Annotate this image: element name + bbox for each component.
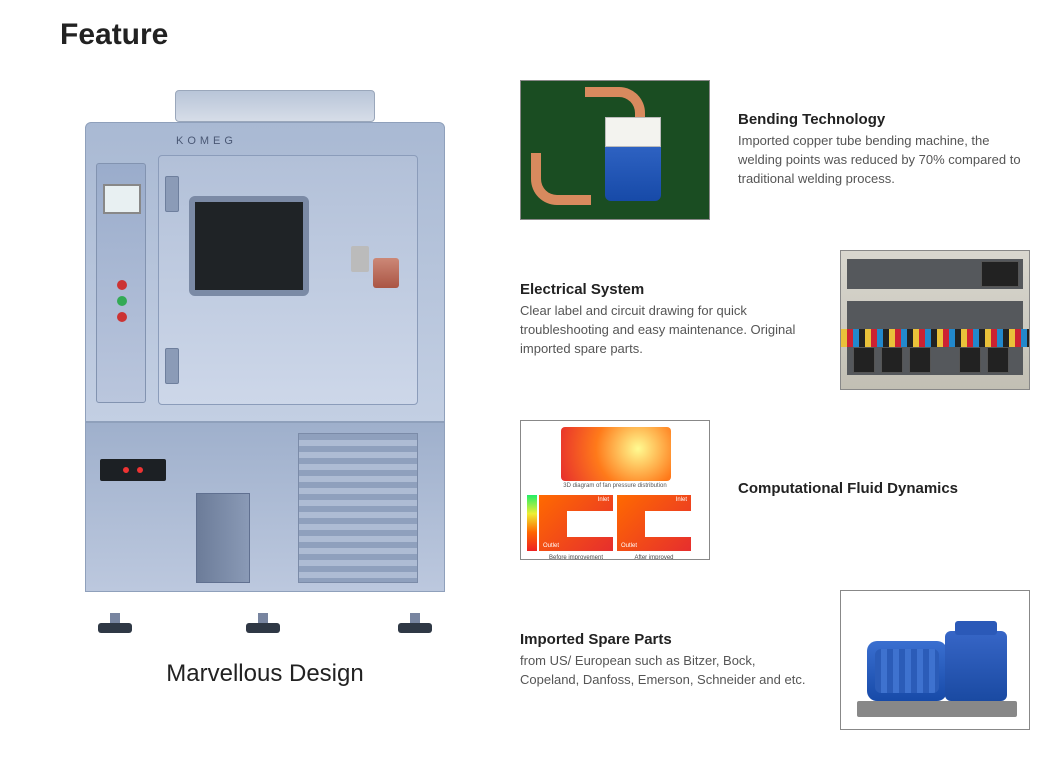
led-icon	[123, 467, 129, 473]
cfd-outlet-label: Outlet	[543, 543, 559, 549]
machine-door	[158, 155, 418, 405]
color-scale-icon	[527, 495, 537, 551]
machine-brand: KOMEG	[176, 135, 237, 147]
hero-column: KOMEG	[65, 90, 465, 688]
breaker-icon	[987, 347, 1009, 373]
machine-top-fan	[175, 90, 375, 122]
led-icon	[137, 467, 143, 473]
compressor-icon	[945, 631, 1007, 701]
cfd-inlet-label: Inlet	[676, 497, 687, 503]
feature-cfd: 3D diagram of fan pressure distribution …	[520, 420, 1030, 560]
cfd-before-label: Before improvement	[539, 555, 613, 560]
features-column: Bending Technology Imported copper tube …	[520, 80, 1030, 760]
cfd-image: 3D diagram of fan pressure distribution …	[520, 420, 710, 560]
machine-control-panel	[96, 163, 146, 403]
feature-title: Electrical System	[520, 281, 812, 298]
viewing-window	[189, 196, 309, 296]
separator-label-icon	[605, 117, 661, 147]
feature-spare-parts: Imported Spare Parts from US/ European s…	[520, 590, 1030, 730]
panel-buttons	[107, 274, 137, 328]
machine-body: KOMEG	[85, 122, 445, 422]
button-green-icon	[117, 296, 127, 306]
mount-base-icon	[857, 701, 1017, 717]
feature-title: Computational Fluid Dynamics	[738, 480, 1030, 497]
machine-illustration: KOMEG	[85, 90, 445, 620]
feature-bending: Bending Technology Imported copper tube …	[520, 80, 1030, 220]
cfd-top-caption: 3D diagram of fan pressure distribution	[521, 483, 709, 489]
plc-module-icon	[981, 261, 1019, 287]
foot-icon	[98, 613, 132, 635]
feature-desc: Clear label and circuit drawing for quic…	[520, 302, 812, 359]
electrical-image	[840, 250, 1030, 390]
din-rail-icon	[847, 301, 1023, 331]
breaker-icon	[909, 347, 931, 373]
vent-slot	[196, 493, 250, 583]
foot-icon	[398, 613, 432, 635]
cfd-after-plot: Inlet Outlet After improved	[617, 495, 691, 551]
wiring-icon	[841, 329, 1029, 347]
breaker-icon	[959, 347, 981, 373]
hinge-icon	[165, 176, 179, 212]
feature-electrical: Electrical System Clear label and circui…	[520, 250, 1030, 390]
machine-base	[85, 422, 445, 592]
vent-grill	[298, 433, 418, 583]
bending-image	[520, 80, 710, 220]
latch-icon	[351, 246, 369, 272]
copper-pipe-icon	[531, 153, 591, 205]
cfd-after-label: After improved	[617, 555, 691, 560]
cfd-outlet-label: Outlet	[621, 543, 637, 549]
feature-desc: Imported copper tube bending machine, th…	[738, 132, 1030, 189]
feature-title: Bending Technology	[738, 111, 1030, 128]
foot-icon	[246, 613, 280, 635]
breaker-icon	[881, 347, 903, 373]
motor-icon	[867, 641, 947, 701]
cfd-top-plot-icon	[561, 427, 671, 481]
button-red-icon	[117, 280, 127, 290]
hero-caption: Marvellous Design	[65, 660, 465, 688]
hinge-icon	[165, 348, 179, 384]
feature-desc: from US/ European such as Bitzer, Bock, …	[520, 652, 812, 690]
page-title: Feature	[60, 18, 168, 52]
touchscreen-icon	[103, 184, 141, 214]
cfd-inlet-label: Inlet	[598, 497, 609, 503]
base-control	[100, 459, 166, 481]
button-red-icon	[117, 312, 127, 322]
spare-parts-image	[840, 590, 1030, 730]
cfd-before-plot: Inlet Outlet Before improvement	[539, 495, 613, 551]
breaker-icon	[853, 347, 875, 373]
handle-icon	[373, 258, 399, 288]
feature-title: Imported Spare Parts	[520, 631, 812, 648]
